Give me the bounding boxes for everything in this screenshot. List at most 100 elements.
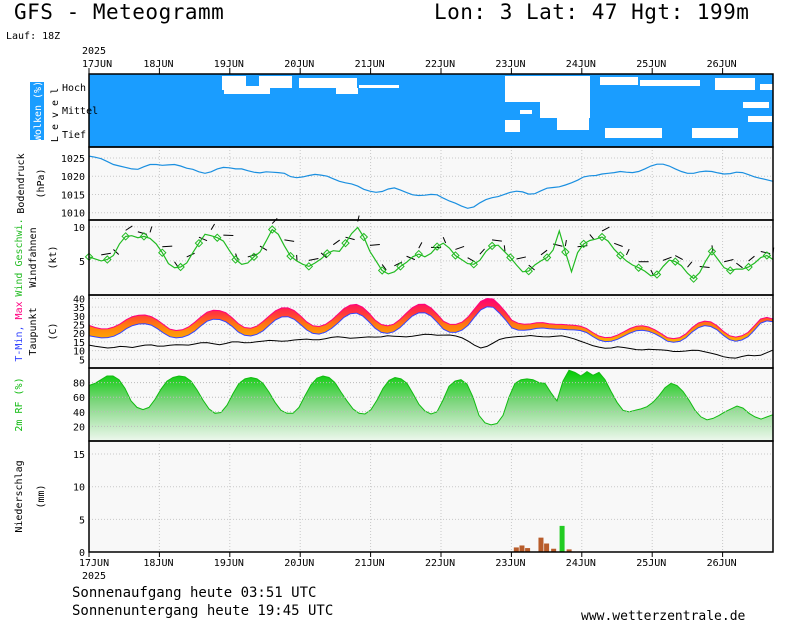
model-run-label: Lauf: 18Z bbox=[6, 31, 61, 42]
cloud-patch bbox=[692, 128, 738, 138]
wind-barb bbox=[492, 239, 502, 242]
wind-barb bbox=[601, 226, 610, 232]
wind-barb bbox=[186, 252, 195, 258]
wind-barb bbox=[101, 252, 111, 256]
top-date-label-21JUN: 21JUN bbox=[355, 59, 385, 70]
source-credit[interactable]: www.wetterzentrale.de bbox=[581, 609, 746, 624]
precip-bar bbox=[566, 549, 572, 552]
temp-dewpoint-label: Taupunkt bbox=[28, 307, 39, 355]
cloud-patch bbox=[336, 88, 358, 94]
wind-tick-5: 5 bbox=[79, 257, 85, 268]
bottom-date-label-18JUN: 18JUN bbox=[143, 558, 173, 569]
rh-area bbox=[89, 370, 773, 441]
sunrise-text: Sonnenaufgang heute 03:51 UTC bbox=[72, 585, 317, 601]
top-date-label-19JUN: 19JUN bbox=[214, 59, 244, 70]
wind-point bbox=[121, 232, 130, 241]
wind-barb bbox=[198, 236, 208, 242]
wind-point bbox=[414, 249, 424, 259]
wind-barb bbox=[381, 264, 387, 271]
cloud-patch bbox=[743, 102, 769, 108]
bottom-date-label-17JUN: 17JUN bbox=[79, 558, 109, 569]
wind-point bbox=[671, 257, 680, 266]
temp-unit: (C) bbox=[48, 322, 59, 340]
precip-bar bbox=[525, 548, 531, 552]
wind-barb bbox=[284, 239, 295, 242]
wind-point bbox=[194, 238, 204, 248]
cloud-level-low: Tief bbox=[62, 130, 86, 141]
wind-point bbox=[616, 251, 625, 260]
rh-line bbox=[88, 369, 774, 426]
bottom-date-label-26JUN: 26JUN bbox=[707, 558, 737, 569]
tmin-line bbox=[88, 306, 774, 343]
cloud-patch bbox=[299, 78, 357, 88]
cloud-patch bbox=[748, 116, 772, 122]
bottom-date-label-20JUN: 20JUN bbox=[284, 558, 314, 569]
wind-barb bbox=[259, 245, 268, 251]
top-date-label-17JUN: 17JUN bbox=[82, 59, 112, 70]
location-coords: Lon: 3 Lat: 47 Hgt: 199m bbox=[434, 0, 750, 24]
cloud-patch bbox=[520, 110, 532, 114]
rh-tick-60: 60 bbox=[73, 393, 85, 404]
dewpoint-line bbox=[88, 333, 774, 359]
tmax-line bbox=[88, 297, 774, 340]
cloud-patch bbox=[259, 76, 292, 88]
top-date-label-26JUN: 26JUN bbox=[707, 59, 737, 70]
wind-barb bbox=[162, 245, 173, 248]
wind-point bbox=[542, 253, 552, 262]
wind-barb bbox=[479, 248, 485, 255]
wind-barb bbox=[564, 239, 567, 247]
bottom-date-label-21JUN: 21JUN bbox=[355, 558, 385, 569]
cloud-ylabel: Wolken (%) bbox=[33, 81, 44, 141]
precip-bar bbox=[551, 548, 557, 552]
wind-barb bbox=[614, 242, 623, 247]
temp-tick-5: 5 bbox=[79, 355, 85, 366]
wind-point bbox=[176, 262, 185, 272]
precip-bar bbox=[519, 545, 525, 552]
top-date-label-18JUN: 18JUN bbox=[143, 59, 173, 70]
wind-point bbox=[506, 253, 515, 262]
wind-barb bbox=[540, 249, 548, 256]
temp-tick-40: 40 bbox=[73, 294, 85, 305]
precip-ylabel: Niederschlag bbox=[14, 460, 25, 532]
wind-barb bbox=[345, 236, 355, 241]
cloud-patch bbox=[600, 77, 638, 85]
pressure-tick-1010: 1010 bbox=[61, 209, 85, 220]
precip-tick-10: 10 bbox=[73, 483, 85, 494]
wind-line bbox=[88, 226, 774, 280]
precip-bar bbox=[544, 543, 550, 552]
precip-tick-0: 0 bbox=[79, 548, 85, 559]
temp-tick-10: 10 bbox=[73, 347, 85, 358]
panel-bg-prec bbox=[89, 441, 773, 552]
wind-point bbox=[432, 242, 442, 251]
temp-ylabel: T-Min, Max bbox=[14, 301, 25, 361]
wind-barb bbox=[662, 256, 672, 261]
wind-point bbox=[158, 248, 167, 257]
cloud-level-high: Hoch bbox=[62, 83, 86, 94]
bottom-date-label-24JUN: 24JUN bbox=[566, 558, 596, 569]
sunset-text: Sonnenuntergang heute 19:45 UTC bbox=[72, 603, 334, 619]
pressure-ylabel: Bodendruck bbox=[16, 153, 27, 213]
wind-barb bbox=[675, 255, 683, 261]
wind-point bbox=[231, 255, 240, 264]
top-date-label-23JUN: 23JUN bbox=[495, 59, 525, 70]
cloud-patch bbox=[505, 120, 520, 132]
wind-barb bbox=[516, 256, 527, 260]
wind-barb bbox=[308, 258, 319, 261]
wind-point bbox=[304, 262, 314, 271]
wind-barb bbox=[724, 258, 734, 263]
top-date-label-25JUN: 25JUN bbox=[636, 59, 666, 70]
wind-point bbox=[396, 262, 405, 271]
wind-point bbox=[213, 233, 222, 242]
cloud-patch bbox=[760, 84, 773, 90]
precip-bar bbox=[513, 547, 519, 552]
temp-tick-30: 30 bbox=[73, 312, 85, 323]
wind-barb bbox=[503, 245, 506, 252]
wind-point bbox=[103, 255, 112, 264]
pressure-tick-1020: 1020 bbox=[61, 172, 85, 183]
rh-ylabel: 2m RF (%) bbox=[14, 377, 25, 431]
precip-unit: (mm) bbox=[36, 484, 47, 508]
bottom-date-label-22JUN: 22JUN bbox=[425, 558, 455, 569]
cloud-patch bbox=[557, 118, 589, 130]
wind-barb bbox=[149, 226, 153, 233]
wind-barb bbox=[442, 236, 447, 244]
